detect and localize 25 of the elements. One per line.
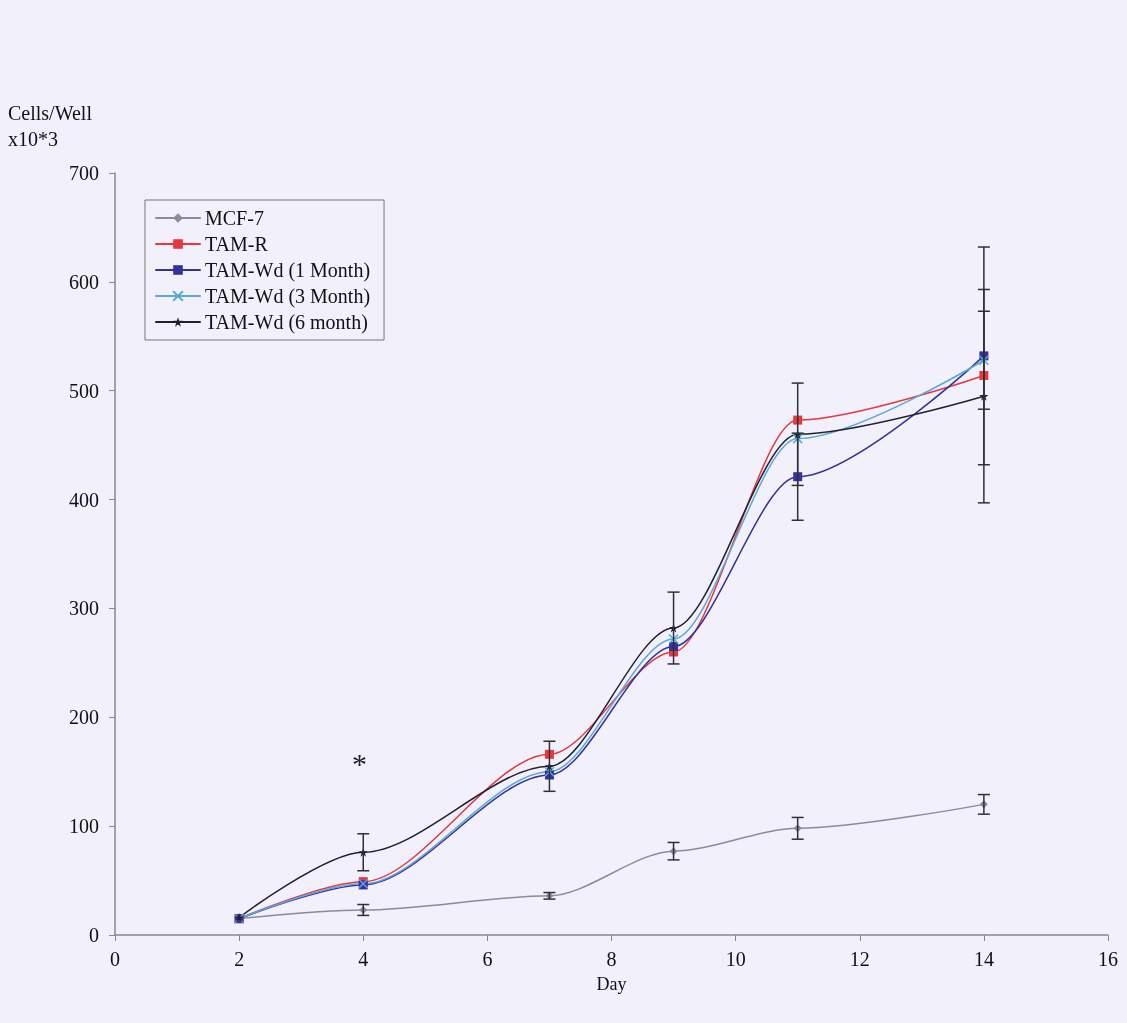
x-tick-label: 10 [725,948,746,970]
x-tick-label: 16 [1098,948,1118,970]
x-axis-title: Day [596,974,627,994]
y-axis-title: Cells/Well x10*3 [8,102,93,150]
x-tick-label: 4 [358,948,369,970]
legend-label: TAM-Wd (1 Month) [205,259,371,282]
annotation: * [352,746,367,780]
legend-label: MCF-7 [205,207,264,229]
x-tick-label: 14 [973,948,994,970]
y-tick-label: 700 [69,162,99,184]
x-tick-label: 12 [849,948,870,970]
y-tick-label: 100 [69,815,99,838]
y-tick-label: 0 [89,924,99,946]
legend-label: TAM-Wd (3 Month) [205,285,371,308]
y-tick-label: 400 [69,488,99,511]
x-tick-label: 6 [482,948,493,970]
x-tick-label: 2 [234,948,245,970]
legend-label: TAM-Wd (6 month) [205,311,368,334]
x-tick-label: 0 [110,948,120,970]
x-tick-label: 8 [606,948,617,970]
y-tick-label: 300 [69,597,99,620]
legend-label: TAM-R [205,233,269,255]
y-tick-label: 500 [69,379,99,402]
y-tick-label: 600 [69,270,99,293]
y-tick-label: 200 [69,706,99,729]
